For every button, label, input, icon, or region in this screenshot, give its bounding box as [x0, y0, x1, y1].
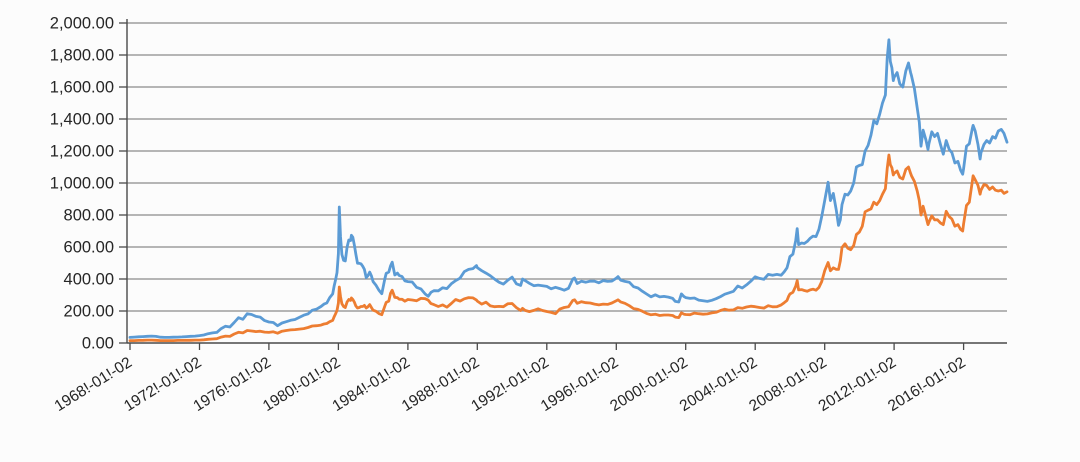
- y-axis-label: 600.00: [64, 239, 114, 257]
- x-axis-label: 2008!-01!-02: [746, 354, 830, 415]
- y-axis-label: 800.00: [64, 207, 114, 225]
- y-axis-label: 200.00: [64, 303, 114, 321]
- y-axis-label: 0.00: [82, 335, 114, 353]
- y-axis-label: 400.00: [64, 271, 114, 289]
- x-axis-label: 2004!-01!-02: [677, 354, 761, 415]
- x-axis-label: 1976!-01!-02: [190, 354, 274, 415]
- x-axis-label: 1984!-01!-02: [329, 354, 413, 415]
- x-axis-label: 1972!-01!-02: [121, 354, 205, 415]
- y-axis-label: 1,400.00: [50, 111, 114, 129]
- x-axis-label: 1968!-01!-02: [52, 354, 136, 415]
- x-axis-label: 1988!-01!-02: [399, 354, 483, 415]
- x-axis-label: 1992!-01!-02: [468, 354, 552, 415]
- price-series-orange: [128, 153, 1009, 343]
- y-axis-label: 1,200.00: [50, 143, 114, 161]
- x-axis-label: 2012!-01!-02: [816, 354, 900, 415]
- x-axis-label: 2016!-01!-02: [885, 354, 969, 415]
- y-axis-label: 1,000.00: [50, 175, 114, 193]
- x-axis-label: 1980!-01!-02: [260, 354, 344, 415]
- y-axis-label: 2,000.00: [50, 15, 114, 33]
- x-axis-label: 2000!-01!-02: [607, 354, 691, 415]
- y-axis-label: 1,600.00: [50, 79, 114, 97]
- x-axis-label: 1996!-01!-02: [538, 354, 622, 415]
- price-series-blue: [128, 38, 1009, 339]
- y-axis-label: 1,800.00: [50, 47, 114, 65]
